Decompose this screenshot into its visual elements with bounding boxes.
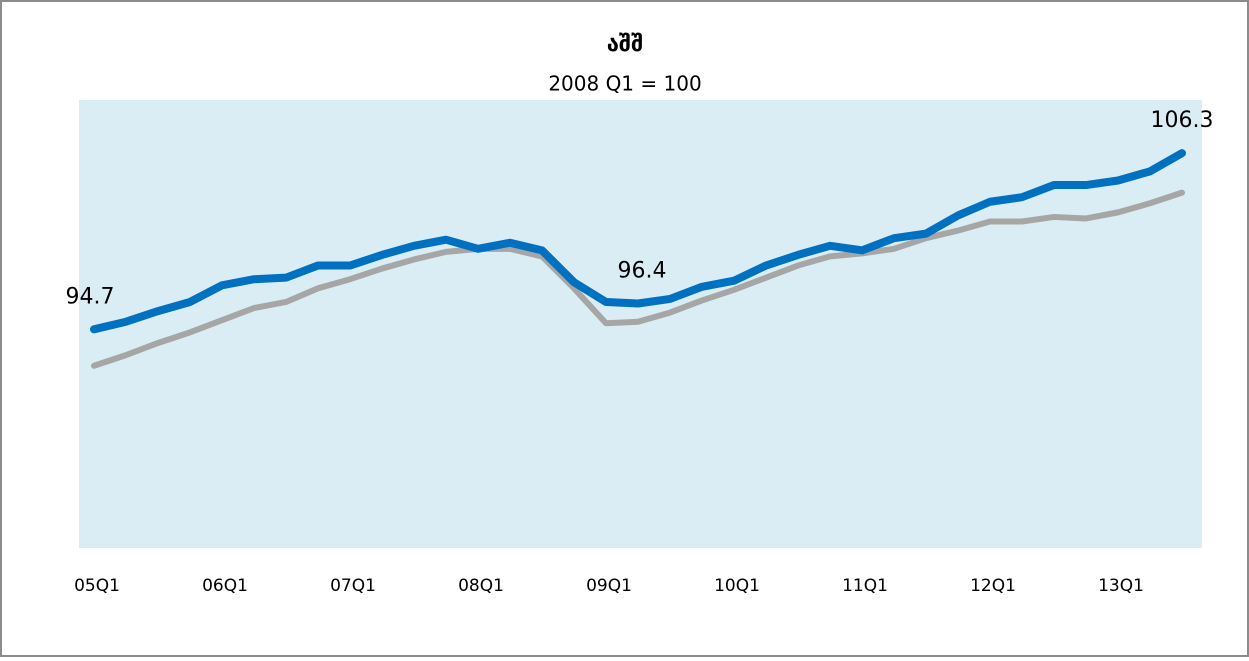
x-tick-label: 10Q1: [714, 576, 760, 596]
series-line: [90, 149, 1186, 334]
chart-title: აშშ: [607, 32, 644, 57]
data-label: 106.3: [1151, 108, 1214, 133]
x-tick-label: 09Q1: [586, 576, 632, 596]
x-tick-label: 07Q1: [330, 576, 376, 596]
data-label: 96.4: [618, 258, 667, 283]
x-tick-label: 13Q1: [1098, 576, 1144, 596]
x-tick-label: 05Q1: [74, 576, 120, 596]
data-label: 94.7: [66, 284, 115, 309]
x-tick-label: 06Q1: [202, 576, 248, 596]
x-tick-label: 11Q1: [842, 576, 888, 596]
x-tick-label: 08Q1: [458, 576, 504, 596]
chart-subtitle: 2008 Q1 = 100: [548, 72, 701, 96]
series-line: [91, 189, 1185, 369]
x-tick-label: 12Q1: [970, 576, 1016, 596]
